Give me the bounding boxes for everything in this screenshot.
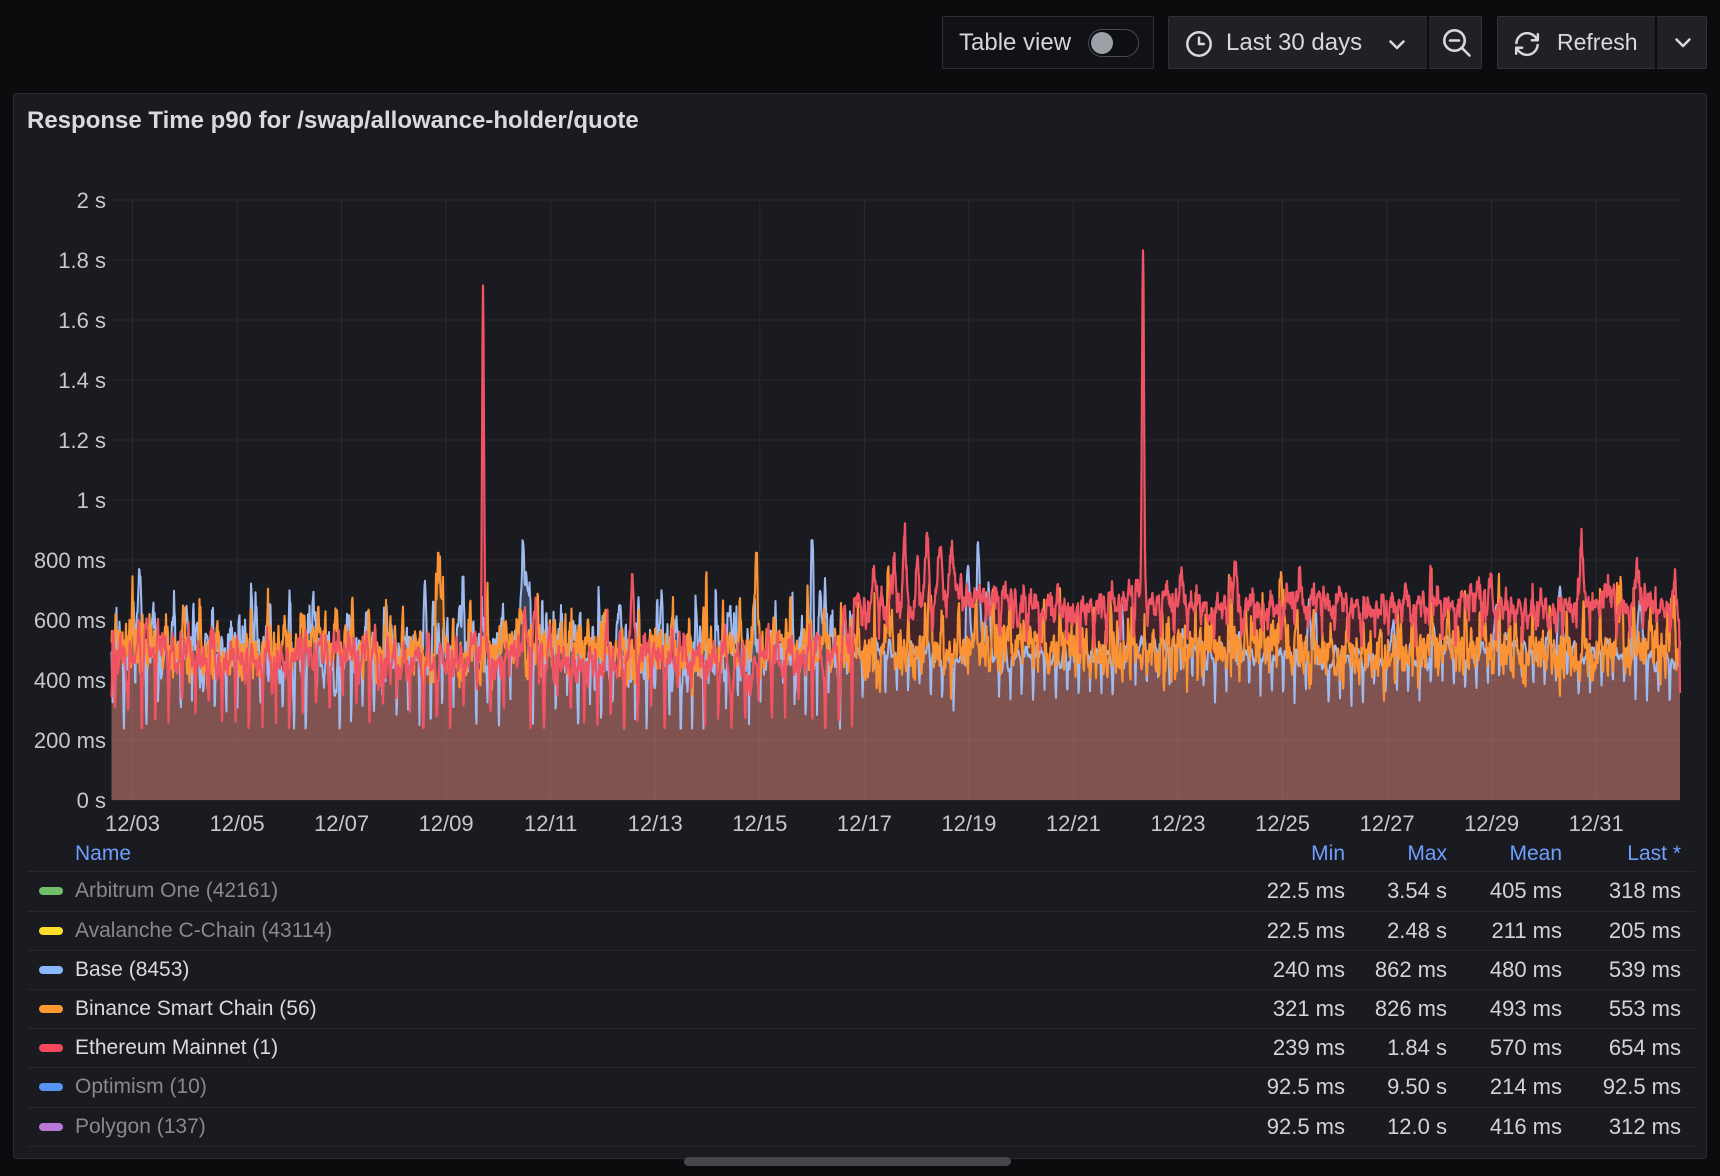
svg-text:12/19: 12/19 [941,811,996,836]
svg-text:1.6 s: 1.6 s [58,308,106,333]
svg-text:800 ms: 800 ms [34,548,106,573]
svg-text:1 s: 1 s [77,488,106,513]
svg-text:200 ms: 200 ms [34,728,106,753]
svg-text:12/27: 12/27 [1360,811,1415,836]
svg-text:2 s: 2 s [77,188,106,213]
svg-text:1.4 s: 1.4 s [58,368,106,393]
svg-text:12/23: 12/23 [1150,811,1205,836]
svg-text:12/13: 12/13 [628,811,683,836]
svg-text:12/29: 12/29 [1464,811,1519,836]
svg-text:400 ms: 400 ms [34,668,106,693]
svg-text:1.2 s: 1.2 s [58,428,106,453]
svg-text:12/21: 12/21 [1046,811,1101,836]
svg-text:0 s: 0 s [77,788,106,813]
svg-text:12/15: 12/15 [732,811,787,836]
svg-text:12/05: 12/05 [210,811,265,836]
svg-text:12/09: 12/09 [419,811,474,836]
svg-text:1.8 s: 1.8 s [58,248,106,273]
svg-text:12/03: 12/03 [105,811,160,836]
svg-text:12/17: 12/17 [837,811,892,836]
svg-text:12/11: 12/11 [524,811,577,836]
svg-text:600 ms: 600 ms [34,608,106,633]
svg-text:12/07: 12/07 [314,811,369,836]
svg-text:12/25: 12/25 [1255,811,1310,836]
svg-text:12/31: 12/31 [1569,811,1624,836]
